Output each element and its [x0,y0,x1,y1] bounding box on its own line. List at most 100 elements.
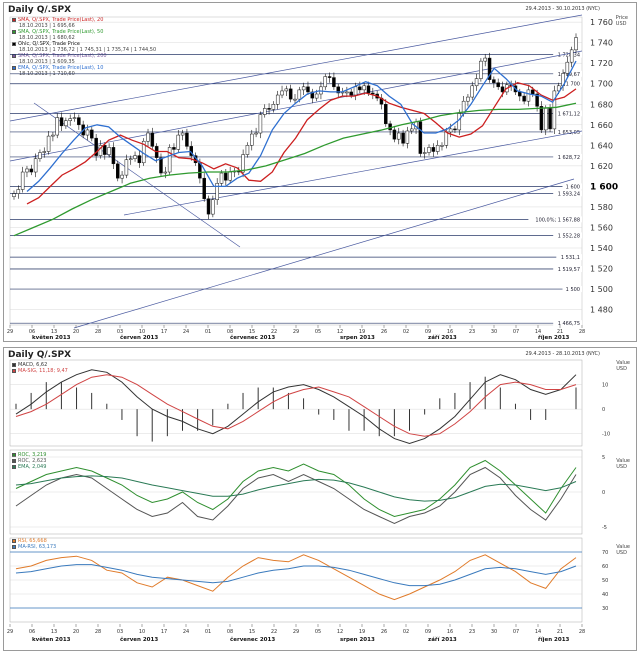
candle-body [569,49,574,63]
price-tick-label: 1 500 [590,285,613,294]
macd-unit-label: Value USD [616,360,630,372]
legend-swatch [12,459,16,463]
candle-body [349,91,353,96]
price-x-tick-label: 01 [205,329,211,335]
price-x-tick-label: 21 [557,329,563,335]
candle [250,129,254,151]
price-month-label: září 2013 [428,334,457,341]
price-chart-svg[interactable]: 1 480 1 500 1 520 1 540 1 560 1 580 1 600 1 620… [4,3,636,341]
candle-body [172,147,176,150]
candle-body [548,108,552,130]
legend-label: SMA, Q/.SPX, Trade Price(Last), 200 [18,53,107,59]
legend-entry[interactable]: RSI, 65,668 [12,538,56,544]
candle-body [55,117,59,136]
candle [38,149,42,162]
roc-unit-line-1: Value [616,458,630,464]
legend-entry[interactable]: ROC, 3,219 [12,452,46,458]
candle [211,195,215,218]
macd-unit-line-2: USD [616,366,627,372]
legend-value: 18.10.2013 | 1 695,66 [19,23,75,29]
legend-label: EMA, Q/.SPX, Trade Price(Last), 10 [18,65,104,71]
indicator-x-tick-label: 09 [425,629,431,635]
candle-body [51,134,55,137]
indicator-x-tick-label: 08 [227,629,233,635]
indicator-series-line [15,369,577,445]
candle [440,142,444,151]
indicator-x-tick-label: 24 [183,629,189,635]
candle [137,150,142,168]
candle-body [224,172,228,181]
indicator-x-tick-label: 29 [293,629,299,635]
price-month-label: květen 2013 [32,334,71,341]
candle [215,178,219,205]
candle-body [103,145,107,155]
candle-body [474,78,479,87]
candle-body [526,89,531,102]
candle-body [262,108,267,115]
candle [185,128,189,150]
candle-body [12,193,16,197]
legend-entry[interactable]: SMA, Q/.SPX, Trade Price(Last), 50 [12,29,156,35]
candle [159,153,163,177]
legend-swatch [12,369,16,373]
candle [29,164,34,176]
candle-body [574,37,578,51]
candle [336,83,340,99]
candle [565,57,570,77]
indicator-tick-label: 0 [602,490,605,496]
candle-body [185,132,189,147]
legend-label: MA-SIG, 11,18; 9,47 [18,368,68,374]
candle [539,101,544,134]
candle-body [556,85,561,92]
legend-entry[interactable]: MACD, 6,62 [12,362,68,368]
price-level-label-bg [556,254,582,261]
candle-body [77,117,81,126]
candle [310,88,315,104]
legend-entry[interactable]: MA-SIG, 11,18; 9,47 [12,368,68,374]
candle-body [405,130,410,144]
legend-entry[interactable]: ROC, 2,623 [12,458,46,464]
candle [64,117,68,129]
candle [167,144,172,176]
candle-body [124,159,129,176]
candle-body [384,104,388,125]
price-level-label: 1 519,57 [558,267,580,273]
legend-entry[interactable]: EMA, Q/.SPX, Trade Price(Last), 10 [12,65,156,71]
candle-body [215,183,219,200]
candle-body [288,88,293,100]
candle-body [301,86,306,91]
indicator-x-tick-label: 17 [161,629,167,635]
price-tick-label: 1 540 [590,244,613,253]
candle-body [336,86,340,94]
price-level-label-bg [562,80,582,87]
candle-body [345,91,349,94]
legend-entry[interactable]: EMA, 2,049 [12,464,46,470]
legend-entry[interactable]: SMA, Q/.SPX, Trade Price(Last), 20 [12,17,156,23]
candle [422,147,427,159]
price-level-label: 100,0%; 1 567,88 [535,217,580,223]
candle-body [362,85,366,91]
rsi-unit-line-1: Value [616,544,630,550]
candle [371,87,375,100]
price-x-tick-label: 30 [491,329,497,335]
candle-body [392,129,397,140]
macd-legend: MACD, 6,62 MA-SIG, 11,18; 9,47 [12,362,68,374]
legend-swatch [12,66,16,70]
candle [176,129,181,153]
candle-body [492,79,496,83]
candle-body [206,198,211,215]
indicator-x-tick-label: 10 [139,629,145,635]
indicator-month-label: srpen 2013 [340,637,375,643]
price-tick-label: 1 660 [590,121,613,130]
candle [172,143,176,155]
candle-body [20,171,25,190]
candle [332,72,336,90]
legend-entry[interactable]: MA-RSI, 63,173 [12,544,56,550]
candle-body [358,86,362,91]
indicator-x-tick-label: 26 [381,629,387,635]
price-level-label: 1 628,72 [558,155,580,161]
price-tick-label: 1 560 [590,223,613,232]
price-x-tick-label: 17 [161,329,167,335]
rsi-unit-line-2: USD [616,550,627,556]
